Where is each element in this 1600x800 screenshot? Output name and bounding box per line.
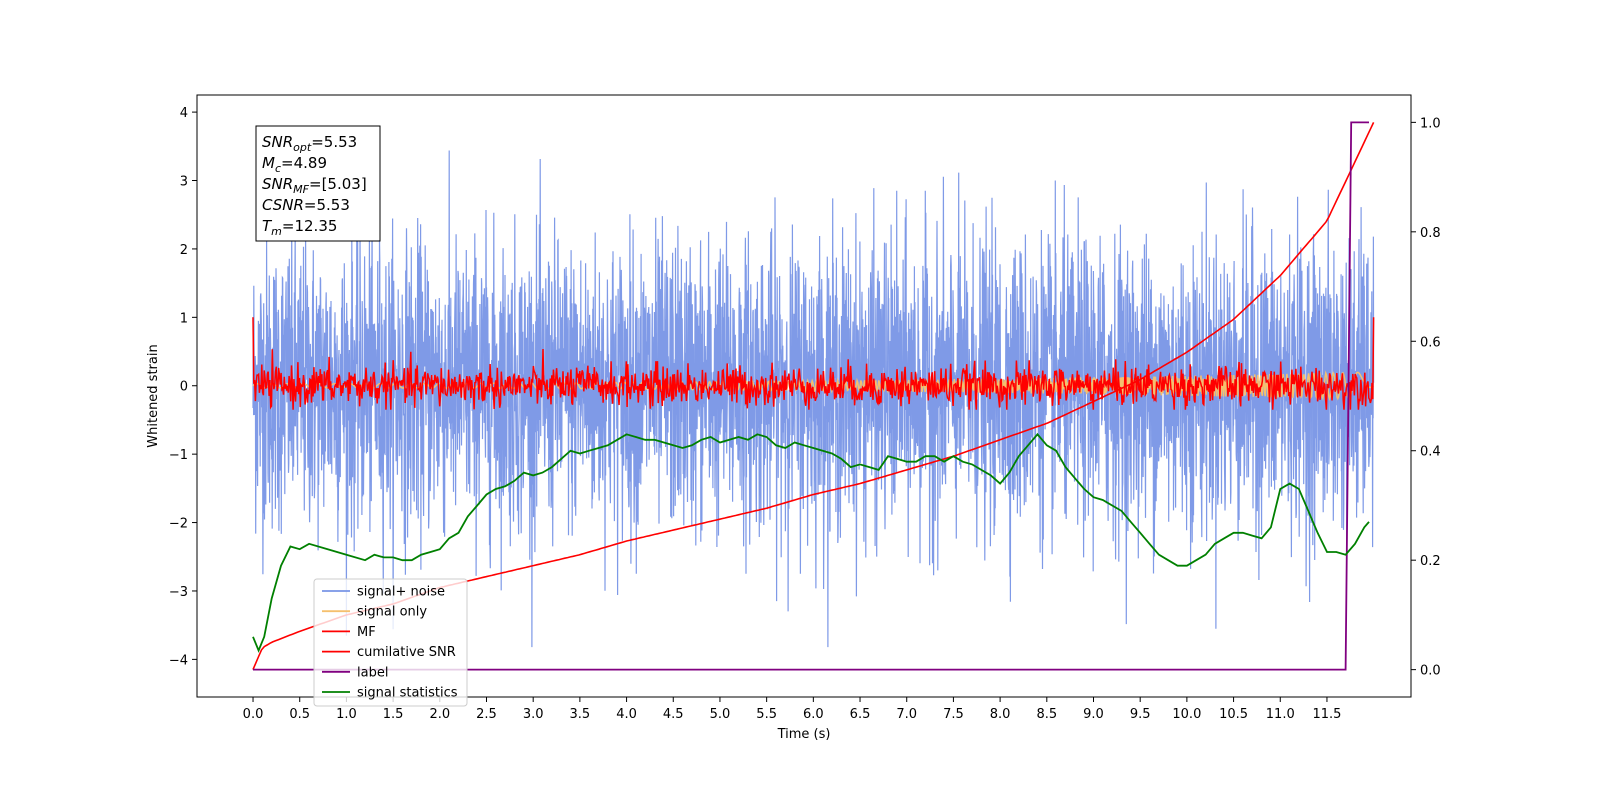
y-left-tick-label: −2 — [169, 517, 188, 532]
x-tick-label: 8.0 — [990, 707, 1011, 722]
annotation-subscript: opt — [293, 141, 312, 154]
axes-layer: 0.0 0.5 1.0 1.5 2.0 2.5 3.0 3.5 4.0 4.5 5.0 5.5 6.0 6… — [169, 106, 1441, 722]
y-right-tick-label: 0.8 — [1420, 226, 1441, 241]
annotation-symbol: T — [262, 217, 273, 235]
legend-entry-label: label — [357, 665, 388, 680]
x-tick-label: 1.5 — [383, 707, 404, 722]
legend-entry-label: cumilative SNR — [357, 645, 456, 660]
annotation-line: Tm=12.35 — [262, 217, 337, 238]
x-tick-label: 10.0 — [1172, 707, 1201, 722]
y-right-tick-label: 1.0 — [1420, 116, 1441, 131]
y-right-tick-label: 0.6 — [1420, 335, 1441, 350]
x-tick-label: 0.0 — [243, 707, 264, 722]
series-signal-only — [252, 370, 1375, 402]
x-tick-label: 2.5 — [476, 707, 497, 722]
y-left-tick-label: 2 — [180, 243, 188, 258]
annotation-value: =12.35 — [282, 217, 338, 235]
annotation-symbol: CSNR — [262, 196, 304, 214]
y-right-tick-label: 0.2 — [1420, 554, 1441, 569]
x-axis-label: Time (s) — [777, 727, 831, 742]
legend-entry-label: signal only — [357, 605, 427, 620]
annotation-subscript: MF — [293, 183, 309, 196]
x-tick-label: 8.5 — [1036, 707, 1057, 722]
x-tick-label: 0.5 — [289, 707, 310, 722]
legend-entry-label: signal statistics — [357, 686, 458, 701]
x-tick-label: 5.0 — [710, 707, 731, 722]
x-tick-label: 7.5 — [943, 707, 964, 722]
y-left-tick-label: 0 — [180, 380, 188, 395]
y-axis-label: Whitened strain — [146, 344, 161, 447]
y-left-tick-label: −1 — [169, 448, 188, 463]
x-tick-label: 2.0 — [429, 707, 450, 722]
y-left-tick-label: −4 — [169, 653, 188, 668]
legend-frame — [313, 578, 468, 707]
annotation-value: =[5.03] — [309, 175, 367, 193]
legend-entry-label: MF — [357, 625, 376, 640]
annotation-symbol: M — [262, 154, 275, 172]
annotation-box: SNRopt=5.53Mc=4.89SNRMF=[5.03]CSNR=5.53T… — [255, 125, 381, 242]
annotation-symbol: SNR — [262, 133, 293, 151]
x-tick-label: 4.0 — [616, 707, 637, 722]
x-tick-label: 3.5 — [570, 707, 591, 722]
annotation-value: =4.89 — [281, 154, 327, 172]
series-mf — [252, 317, 1375, 410]
annotation-line: SNRopt=5.53 — [262, 133, 357, 154]
y-left-tick-label: 3 — [180, 175, 188, 190]
series-signal-statistics — [252, 432, 1370, 653]
annotation-line: Mc=4.89 — [262, 154, 327, 175]
annotation-symbol: SNR — [262, 175, 293, 193]
x-tick-label: 5.5 — [756, 707, 777, 722]
y-right-tick-label: 0.4 — [1420, 445, 1441, 460]
x-tick-label: 10.5 — [1219, 707, 1248, 722]
y-left-tick-label: 1 — [180, 311, 188, 326]
x-tick-label: 7.0 — [896, 707, 917, 722]
annotation-line: CSNR=5.53 — [262, 196, 350, 214]
x-tick-label: 11.5 — [1312, 707, 1341, 722]
x-tick-label: 3.0 — [523, 707, 544, 722]
x-tick-label: 11.0 — [1266, 707, 1295, 722]
y-right-tick-label: 0.0 — [1420, 664, 1441, 679]
annotation-value: =5.53 — [304, 196, 350, 214]
x-tick-label: 9.0 — [1083, 707, 1104, 722]
annotation-subscript: c — [275, 162, 281, 175]
annotation-line: SNRMF=[5.03] — [262, 175, 367, 196]
x-tick-label: 4.5 — [663, 707, 684, 722]
x-tick-label: 6.0 — [803, 707, 824, 722]
x-tick-label: 1.0 — [336, 707, 357, 722]
series-label — [253, 121, 1369, 671]
plot-frame — [196, 94, 1412, 698]
y-left-tick-label: −3 — [169, 585, 188, 600]
y-left-tick-label: 4 — [180, 106, 188, 121]
annotation-subscript: m — [271, 225, 282, 238]
annotation-frame — [255, 125, 381, 242]
annotation-value: =5.53 — [311, 133, 357, 151]
x-tick-label: 6.5 — [850, 707, 871, 722]
legend-entry-label: signal+ noise — [357, 585, 445, 600]
legend: signal+ noise signal only MF cumilative SNR… — [313, 578, 468, 707]
x-tick-label: 9.5 — [1130, 707, 1151, 722]
